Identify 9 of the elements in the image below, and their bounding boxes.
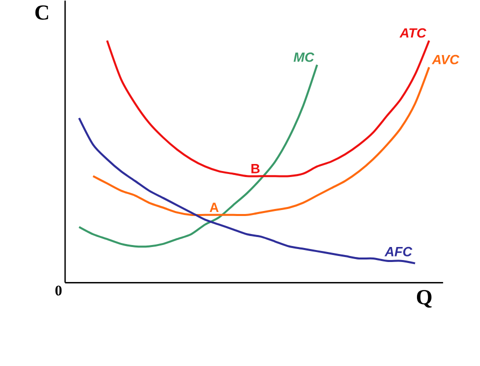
annotation: A	[210, 202, 219, 212]
y-axis-title: C	[35, 5, 48, 20]
text: 0	[55, 286, 62, 296]
x-axis-title: Q	[416, 290, 432, 308]
annotation: B	[251, 164, 260, 174]
series-label: ATC	[399, 28, 426, 38]
series-label: AVC	[432, 54, 460, 64]
series-label: AFC	[384, 246, 412, 256]
series-label: MC	[294, 52, 314, 62]
